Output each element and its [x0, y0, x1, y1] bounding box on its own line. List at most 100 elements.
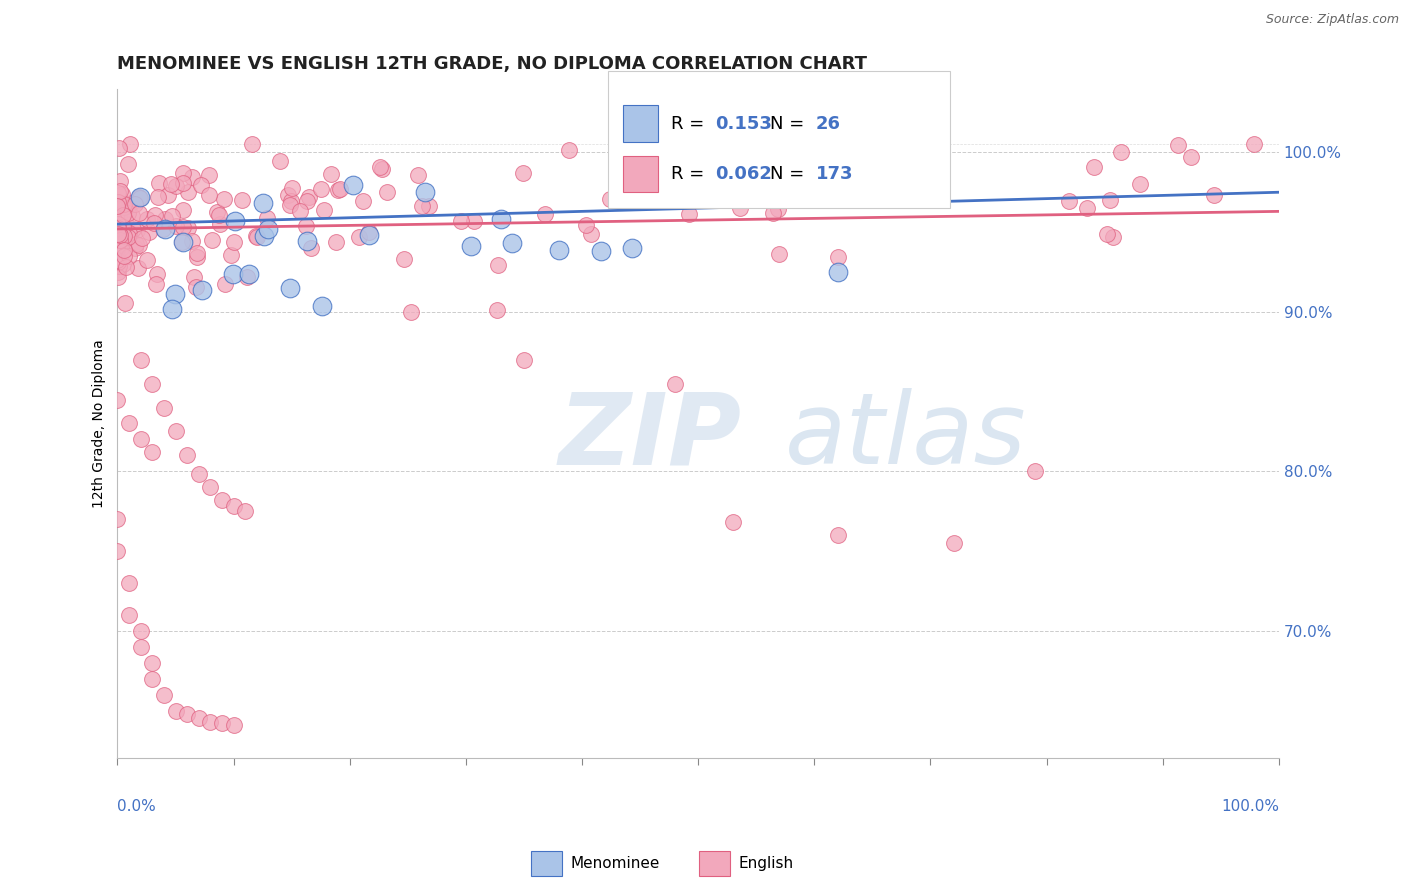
Point: [110, 241, 132, 255]
Point: [131, 231, 153, 245]
Point: [256, 211, 278, 225]
Point: [118, 227, 141, 241]
Point: [120, 137, 142, 152]
Point: [107, 195, 129, 210]
Point: [177, 185, 200, 199]
Point: [704, 145, 727, 159]
Point: [117, 206, 139, 220]
Point: [450, 213, 472, 227]
Point: [112, 201, 135, 215]
Point: [187, 711, 209, 725]
Point: [298, 190, 321, 204]
Point: [359, 225, 381, 239]
Point: [165, 704, 187, 718]
Point: [208, 217, 231, 231]
Point: [198, 188, 221, 202]
Point: [311, 299, 333, 313]
Point: [172, 235, 194, 249]
Point: [108, 209, 131, 223]
Point: [347, 229, 370, 244]
Point: [121, 221, 143, 235]
Point: [278, 281, 301, 295]
Point: [413, 185, 436, 199]
Point: [107, 240, 129, 254]
Text: MENOMINEE VS ENGLISH 12TH GRADE, NO DIPLOMA CORRELATION CHART: MENOMINEE VS ENGLISH 12TH GRADE, NO DIPL…: [118, 55, 868, 73]
Point: [486, 258, 509, 272]
Point: [589, 244, 612, 258]
Point: [129, 191, 152, 205]
Point: [295, 234, 318, 248]
Text: Source: ZipAtlas.com: Source: ZipAtlas.com: [1265, 13, 1399, 27]
Point: [1098, 193, 1121, 207]
Point: [222, 267, 245, 281]
Point: [112, 219, 135, 234]
Point: [1167, 138, 1189, 153]
Point: [163, 287, 186, 301]
Point: [1083, 160, 1105, 174]
Point: [295, 194, 318, 208]
Point: [277, 188, 299, 202]
Point: [120, 195, 142, 210]
Point: [501, 236, 523, 251]
Point: [107, 252, 129, 266]
Point: [172, 176, 194, 190]
Point: [245, 229, 267, 244]
Point: [128, 189, 150, 203]
Point: [145, 267, 167, 281]
Point: [768, 247, 790, 261]
Point: [146, 190, 169, 204]
Point: [238, 267, 260, 281]
Point: [112, 249, 135, 263]
Point: [107, 199, 129, 213]
Point: [111, 257, 134, 271]
Point: [406, 168, 429, 182]
Point: [172, 202, 194, 217]
Point: [782, 179, 804, 194]
Point: [172, 220, 194, 235]
Point: [357, 227, 380, 242]
Point: [107, 207, 129, 221]
Point: [148, 176, 170, 190]
Point: [108, 184, 131, 198]
Point: [512, 166, 534, 180]
Point: [107, 254, 129, 268]
Point: [489, 211, 512, 226]
Point: [118, 576, 141, 591]
Point: [117, 202, 139, 216]
Point: [108, 233, 131, 247]
Point: [766, 202, 789, 217]
Point: [108, 237, 131, 252]
Point: [181, 235, 204, 249]
Point: [191, 284, 214, 298]
Point: [319, 167, 342, 181]
Point: [107, 227, 129, 241]
Point: [214, 277, 236, 291]
Point: [114, 198, 136, 212]
Point: [827, 250, 849, 264]
Point: [762, 206, 785, 220]
Point: [1180, 150, 1202, 164]
Point: [368, 160, 391, 174]
Point: [153, 211, 176, 226]
Point: [117, 199, 139, 213]
Point: [118, 417, 141, 431]
Point: [1129, 177, 1152, 191]
Point: [141, 445, 163, 459]
Point: [112, 208, 135, 222]
Point: [211, 493, 233, 508]
Point: [107, 186, 129, 200]
Point: [180, 169, 202, 184]
Point: [599, 192, 621, 206]
Point: [165, 425, 187, 439]
Point: [136, 212, 159, 227]
Point: [1243, 137, 1265, 152]
Point: [325, 235, 347, 250]
Point: [141, 656, 163, 670]
Point: [236, 270, 259, 285]
Point: [108, 228, 131, 243]
Point: [201, 233, 224, 247]
Point: [352, 194, 374, 208]
Point: [108, 226, 131, 240]
Text: N =: N =: [770, 165, 810, 183]
Point: [107, 242, 129, 256]
